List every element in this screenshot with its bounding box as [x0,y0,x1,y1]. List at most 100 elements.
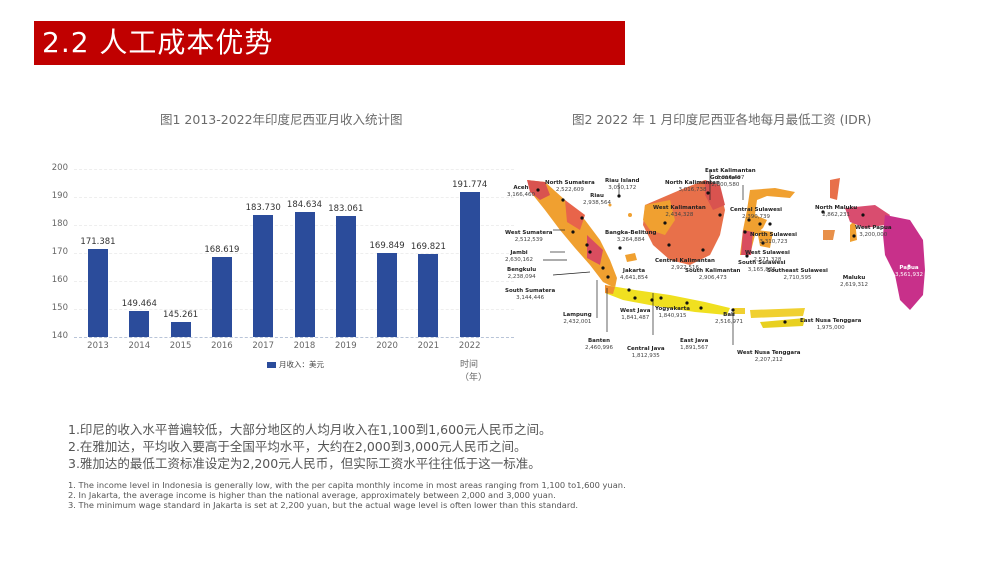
region-name: Papua [899,265,919,271]
region-wage: 3,561,932 [895,272,923,278]
region-wage: 2,938,564 [583,200,611,206]
region-wage: 2,862,231 [822,212,851,218]
y-tick-label: 190 [51,191,68,201]
region-wage: 2,619,312 [840,282,868,288]
region-wage: 2,432,001 [563,319,592,325]
region-name: Bengkulu [507,267,537,273]
map-region-label: Banten 2,460,996 [585,338,613,352]
gridline [74,337,514,338]
gridline [74,197,514,198]
map-region-label: Aceh 3,166,460 [507,185,535,199]
region-name: South Sumatera [505,288,556,294]
map-region-label: South Sulawesi 3,165,876 [738,260,786,274]
region-name: East Nusa Tenggara [800,318,862,324]
region-name: Gorontalo [710,175,741,181]
region-wage: 2,922,516 [670,265,699,271]
region-wage: 2,207,212 [754,357,783,363]
region-wage: 3,165,876 [747,267,776,273]
x-tick-label: 2020 [376,341,398,351]
region-wage: 1,840,915 [658,313,687,319]
map-region-label: West Nusa Tenggara 2,207,212 [737,350,801,364]
figure2-caption: 图2 2022 年 1 月印度尼西亚各地每月最低工资 (IDR) [572,112,872,127]
map-shapes [527,170,925,345]
x-tick-label: 2014 [128,341,151,351]
x-tick-label: 2013 [87,341,109,351]
region-wage: 2,800,580 [711,182,740,188]
region-name: Bali [723,312,735,318]
note-en-1: 1. The income level in Indonesia is gene… [68,480,626,490]
bar-2022 [459,192,480,337]
region-name: West Java [620,308,651,314]
indonesia-minimum-wage-map: Aceh 3,166,460 North Sumatera 2,522,609 Riau… [505,160,930,363]
region-name: Jambi [510,250,528,256]
map-region-label: Southeast Sulawesi 2,710,595 [767,268,828,282]
region-name: Lampung [563,312,592,318]
region-name: South Sulawesi [738,260,786,266]
bar-2014 [129,310,150,337]
bar-value-label: 145.261 [163,310,199,321]
region-wage: 2,710,595 [783,275,812,281]
region-wage: 3,144,446 [516,295,545,301]
bar-2015 [170,322,191,337]
region-name: Jakarta [622,268,646,274]
gridline [74,281,514,282]
y-tick-label: 200 [51,163,68,173]
region-wage: 2,630,162 [505,257,533,263]
note-zh-1: 1.印尼的收入水平普遍较低，大部分地区的人均月收入在1,100到1,600元人民… [68,422,552,437]
region-wage: 1,812,935 [631,353,660,359]
map-region-label: Central Sulawesi 2,390,739 [730,207,782,221]
region-name: Bangka-Belitung [605,230,657,236]
figure1-caption: 图1 2013-2022年印度尼西亚月收入统计图 [160,112,403,127]
section-title-bar: 2.2 人工成本优势 [34,21,625,65]
region-name: Riau Island [605,178,640,184]
map-region-label: Yogyakarta 1,840,915 [655,306,690,320]
map-region-label: Bengkulu 2,238,094 [507,267,536,281]
region-name: West Sumatera [505,230,553,236]
x-tick-label: 2017 [252,341,274,351]
region-name: North Maluku [815,205,858,211]
bar-2016 [211,256,232,337]
map-region-label: North Kalimantan 3,016,738 [665,180,720,194]
bar-2013 [88,249,108,337]
gridline [74,225,514,226]
region-name: Maluku [842,275,866,281]
x-tick-label: 2015 [169,341,192,351]
map-region-label: Papua 3,561,932 [895,265,923,279]
map-region-label: West Kalimantan 2,434,328 [653,205,706,219]
y-tick-label: 170 [51,247,68,257]
region-name: North Sumatera [545,180,595,186]
region-name: West Kalimantan [653,205,706,211]
region-wage: 1,841,487 [621,315,650,321]
map-region-label: Bali 2,516,971 [715,312,743,326]
bar-2018 [294,212,315,337]
region-name: West Sulawesi [745,250,790,256]
bar-2020 [377,253,398,337]
y-tick-label: 150 [51,303,68,313]
map-region-label: Bangka-Belitung 3,264,884 [605,230,657,244]
note-en-2: 2. In Jakarta, the average income is hig… [68,490,556,500]
map-region-label: Jakarta 4,641,854 [620,268,648,282]
map-region-label: South Sumatera 3,144,446 [505,288,555,302]
region-wage: 2,238,094 [507,274,536,280]
notes-chinese: 1.印尼的收入水平普遍较低，大部分地区的人均月收入在1,100到1,600元人民… [68,421,552,472]
region-name: Aceh [513,185,529,191]
region-name: North Sulawesi [750,232,797,238]
region-name: Riau [590,193,604,199]
region-wage: 2,906,473 [698,275,727,281]
region-name: Central Java [627,346,665,352]
region-wage: 1,891,567 [680,345,709,351]
map-region-label: Riau 2,938,564 [583,193,611,207]
x-tick-label: 2021 [417,341,440,351]
x-tick-label: 2019 [334,341,357,351]
map-region-label: North Sulawesi 3,310,723 [750,232,797,246]
region-wage: 2,434,328 [665,212,694,218]
region-wage: 2,522,609 [555,187,584,193]
region-wage: 3,264,884 [616,237,645,243]
region-wage: 2,460,996 [585,345,613,351]
legend-label: 月收入：美元 [279,360,324,369]
map-region-label: Maluku 2,619,312 [840,275,868,289]
map-region-label: Riau Island 3,050,172 [605,178,639,192]
bar-value-label: 149.464 [121,298,157,309]
y-tick-label: 160 [51,275,68,285]
note-en-3: 3. The minimum wage standard in Jakarta … [68,500,579,510]
